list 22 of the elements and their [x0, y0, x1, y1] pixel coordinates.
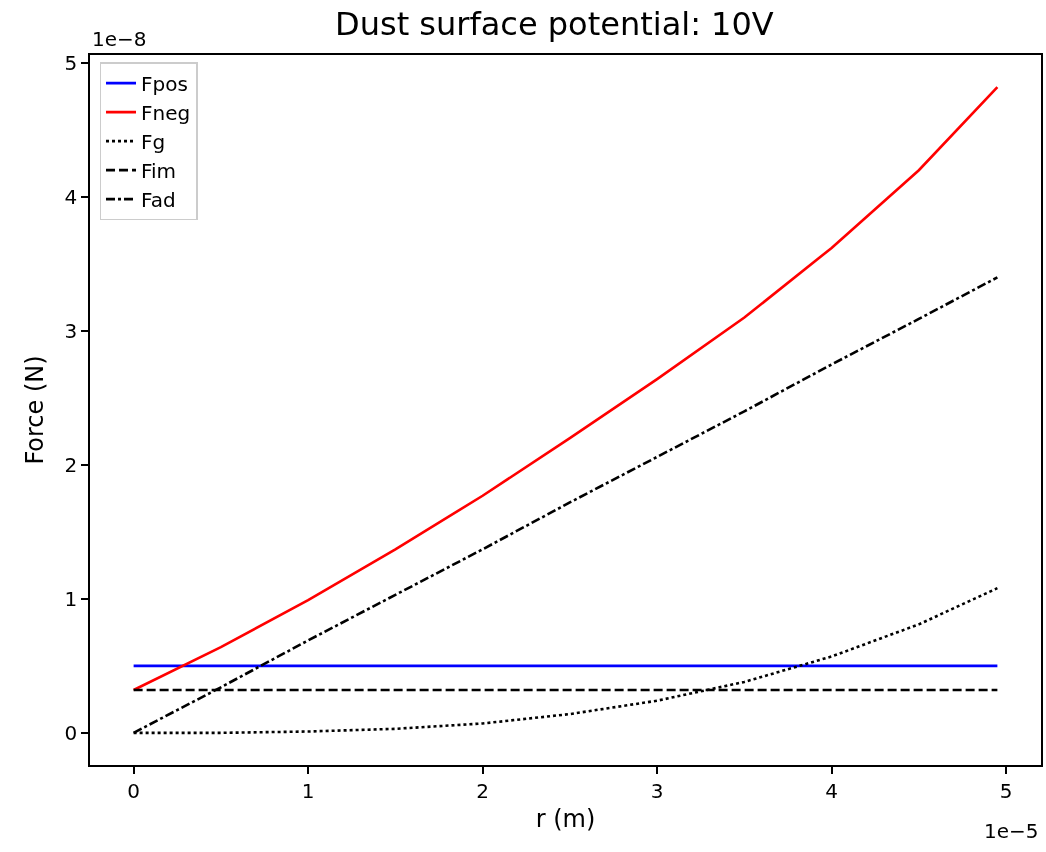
- y-axis-title: Force (N): [21, 355, 50, 465]
- y-tick-label: 3: [64, 318, 78, 343]
- legend-label: Fpos: [141, 71, 188, 96]
- y-tick-label: 2: [64, 452, 78, 477]
- x-tick-label: 0: [127, 778, 140, 803]
- text: 1e−5: [984, 819, 1039, 843]
- x-tick-label: 1: [301, 778, 315, 803]
- chart-title: Dust surface potential: 10V: [335, 5, 774, 44]
- x-axis-title: r (m): [535, 804, 596, 833]
- x-tick-label: 3: [650, 778, 664, 803]
- x-tick-label: 5: [999, 778, 1013, 803]
- y-tick-label: 5: [64, 51, 78, 76]
- legend-label: Fad: [141, 187, 176, 212]
- y-tick-label: 0: [64, 720, 78, 745]
- x-tick-label: 4: [825, 778, 838, 803]
- y-tick-label: 1: [64, 586, 78, 611]
- legend-label: Fneg: [141, 100, 191, 125]
- legend-label: Fg: [141, 129, 166, 154]
- legend-label: Fim: [141, 158, 177, 183]
- text: 1e−8: [92, 27, 147, 51]
- y-tick-label: 4: [64, 185, 78, 209]
- x-tick-label: 2: [476, 778, 489, 803]
